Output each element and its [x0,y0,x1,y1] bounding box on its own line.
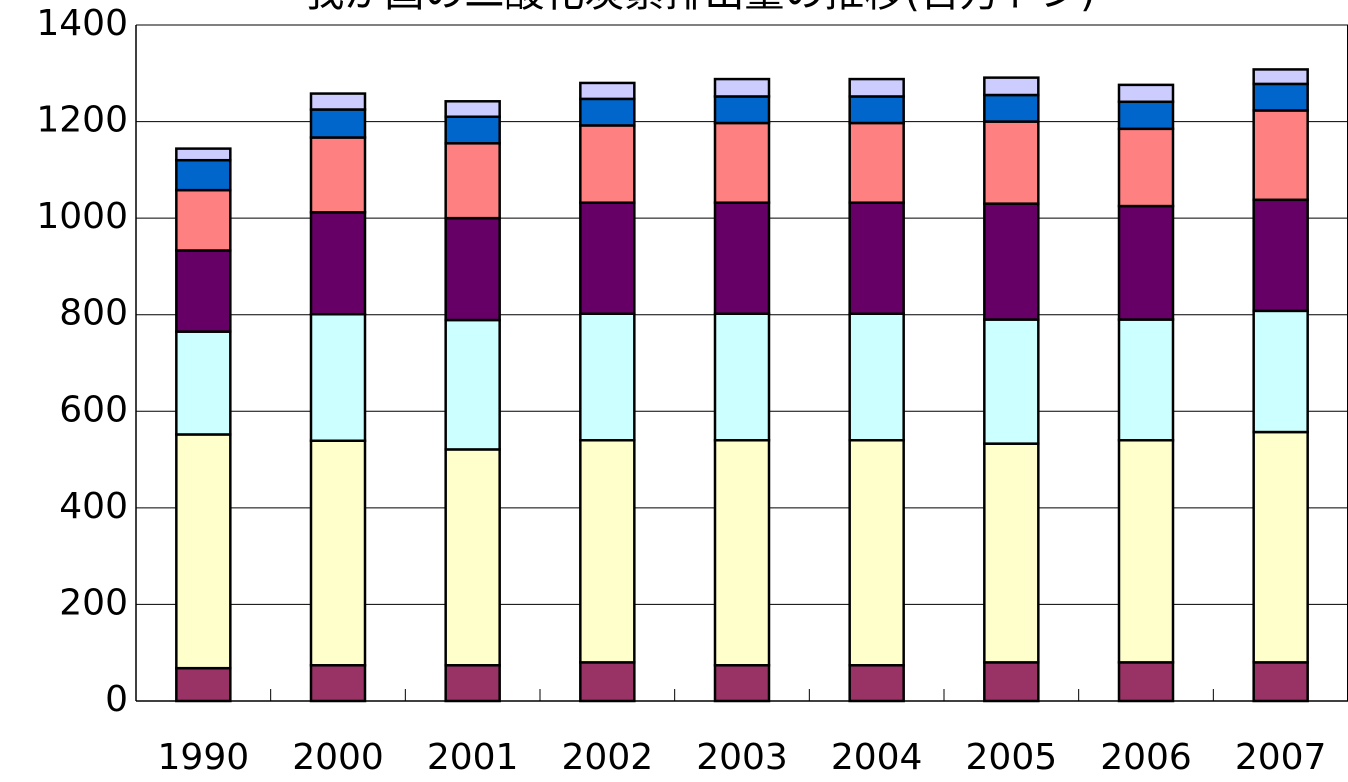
x-tick-label: 2002 [562,737,654,778]
bar-segment-2 [848,439,905,667]
bar-segment-1 [579,661,636,703]
bar-segment-5 [1252,109,1309,202]
bar-segment-6 [713,95,771,125]
bar-segment-4 [444,216,501,322]
bar-segment-1 [1252,661,1309,703]
bar-segment-1 [848,664,905,703]
bar-segment-3 [175,330,232,436]
bar-segment-7 [713,77,771,98]
bar-segment-5 [983,120,1040,205]
bar-segment-6 [175,158,232,192]
bar-segment-3 [579,312,636,442]
bar-segment-4 [1252,198,1309,313]
bar-segment-6 [983,93,1040,123]
bar-segment-1 [713,664,771,703]
bar-segment-7 [1252,68,1309,86]
y-tick-label: 1400 [36,3,128,44]
bar-segment-5 [309,136,367,214]
x-tick-label: 2005 [966,737,1058,778]
bar-segment-1 [309,664,367,703]
bar-segment-5 [1117,127,1175,208]
bar-segment-3 [983,318,1040,445]
bar-segment-2 [1117,439,1175,664]
bar-segment-4 [983,202,1040,321]
bar-segment-2 [309,439,367,667]
x-tick-label: 1990 [158,737,250,778]
x-tick-label: 2000 [292,737,384,778]
bar-segment-6 [579,97,636,127]
bar-stack-2001 [444,100,501,703]
bar-segment-1 [175,666,232,703]
bar-segment-5 [444,142,501,220]
y-tick-label: 400 [59,486,128,527]
chart-title: 我が国の二酸化炭素排出量の推移(百万トン) [304,0,1095,16]
bar-segment-2 [983,442,1040,664]
y-tick-label: 800 [59,293,128,334]
bar-segment-4 [579,201,636,315]
bar-segment-3 [444,318,501,451]
bar-segment-6 [1252,82,1309,112]
bar-segment-2 [175,433,232,670]
bar-segment-4 [713,201,771,315]
bar-segment-5 [713,121,771,204]
bar-segment-2 [444,448,501,667]
y-tick-label: 0 [105,679,128,720]
bar-segment-6 [444,115,501,145]
x-axis-tick-labels: 1990 2000 2001 2002 2003 2004 2005 2006 2007 [158,737,1327,778]
bar-segment-3 [1117,318,1175,442]
x-tick-label: 2003 [696,737,788,778]
bar-stack-2004 [848,77,905,703]
bar-segment-7 [1117,83,1175,104]
bar-segment-4 [175,249,232,333]
bar-segment-3 [713,312,771,442]
bar-segment-5 [175,188,232,252]
bar-segment-7 [848,77,905,98]
bar-stack-2006 [1117,83,1175,703]
bar-segment-7 [309,92,367,111]
bar-segment-2 [579,439,636,664]
bar-segment-1 [983,661,1040,703]
bar-segment-4 [848,201,905,315]
bar-segment-5 [848,121,905,204]
bar-segment-2 [713,439,771,667]
bar-stack-1990 [175,147,232,703]
bars [175,68,1309,703]
bar-segment-4 [1117,204,1175,321]
bar-segment-1 [1117,661,1175,703]
bar-stack-2003 [713,77,771,703]
x-tick-label: 2006 [1100,737,1192,778]
bar-segment-3 [1252,309,1309,434]
bar-stack-2007 [1252,68,1309,703]
bar-segment-3 [309,312,367,442]
bar-segment-6 [309,108,367,139]
bar-segment-5 [579,124,636,204]
x-tick-label: 2001 [427,737,519,778]
y-tick-label: 1200 [36,100,128,141]
bar-segment-2 [1252,430,1309,664]
y-tick-label: 1000 [36,196,128,237]
bar-segment-4 [309,211,367,316]
bar-segment-7 [983,76,1040,97]
bar-segment-7 [444,100,501,118]
bar-stack-2002 [579,81,636,703]
bar-stack-2005 [983,76,1040,703]
y-tick-label: 200 [59,582,128,623]
y-axis-tick-labels: 0 200 400 600 800 1000 1200 1400 [36,3,128,720]
x-tick-label: 2004 [831,737,923,778]
bar-segment-6 [848,95,905,125]
y-tick-label: 600 [59,389,128,430]
bar-segment-6 [1117,100,1175,131]
bar-stack-2000 [309,92,367,703]
bar-segment-1 [444,664,501,703]
bar-segment-7 [579,81,636,101]
bar-segment-7 [175,147,232,162]
bar-segment-3 [848,312,905,442]
x-tick-label: 2007 [1235,737,1327,778]
